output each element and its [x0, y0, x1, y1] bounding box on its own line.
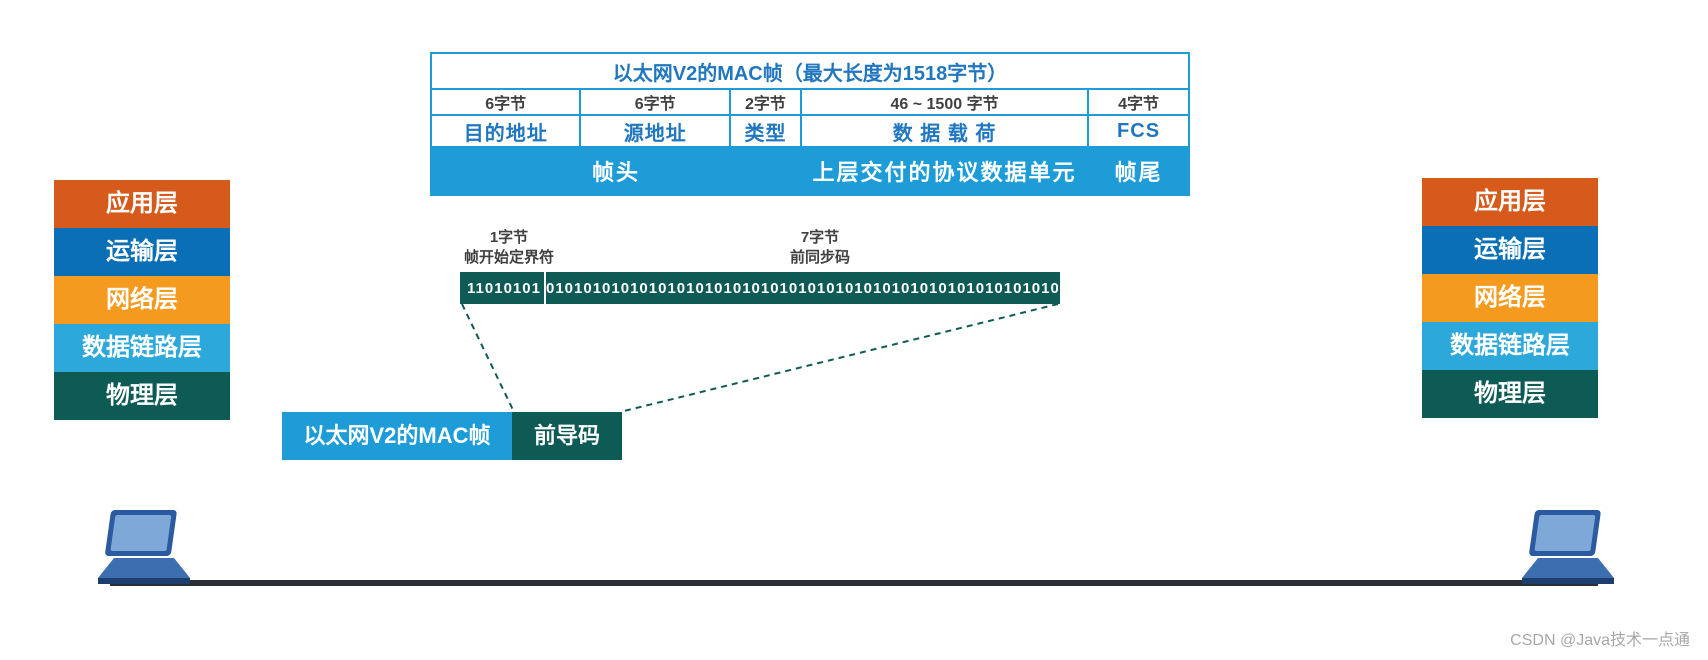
layer-trans: 运输层	[1422, 226, 1598, 274]
col-field: 数 据 载 荷	[801, 115, 1088, 147]
preamble-divider	[544, 272, 546, 304]
layer-app: 应用层	[1422, 178, 1598, 226]
col-size: 4字节	[1088, 89, 1189, 115]
dash-left	[462, 304, 514, 412]
badge-preamble: 前导码	[512, 412, 622, 460]
badge-mac-frame: 以太网V2的MAC帧	[282, 412, 512, 460]
pre-right-bot: 前同步码	[790, 249, 850, 266]
frame-title: 以太网V2的MAC帧（最大长度为1518字节）	[431, 53, 1189, 89]
preamble-sfd-bits: 11010101	[462, 280, 546, 297]
layer-net: 网络层	[54, 276, 230, 324]
group-trailer: 帧尾	[1088, 147, 1189, 195]
mac-frame-table: 以太网V2的MAC帧（最大长度为1518字节） 6字节 6字节 2字节 46 ~…	[430, 52, 1190, 196]
preamble-box: 11010101 0101010101010101010101010101010…	[460, 272, 1060, 304]
col-size: 46 ~ 1500 字节	[801, 89, 1088, 115]
col-size: 6字节	[431, 89, 580, 115]
pre-left-bot: 帧开始定界符	[464, 249, 554, 266]
laptop-left-icon	[90, 504, 200, 594]
layer-app: 应用层	[54, 180, 230, 228]
preamble-sync-bits: 0101010101010101010101010101010101010101…	[546, 280, 1058, 297]
col-field: 源地址	[580, 115, 729, 147]
layer-stack-left: 应用层 运输层 网络层 数据链路层 物理层	[54, 180, 230, 420]
col-size: 2字节	[730, 89, 801, 115]
layer-link: 数据链路层	[1422, 322, 1598, 370]
layer-stack-right: 应用层 运输层 网络层 数据链路层 物理层	[1422, 178, 1598, 418]
pre-right-top: 7字节	[801, 229, 839, 246]
layer-phy: 物理层	[54, 372, 230, 420]
col-field: 类型	[730, 115, 801, 147]
col-field: FCS	[1088, 115, 1189, 147]
layer-link: 数据链路层	[54, 324, 230, 372]
dash-right	[620, 304, 1058, 412]
group-payload: 上层交付的协议数据单元	[801, 147, 1088, 195]
group-header: 帧头	[431, 147, 801, 195]
col-field: 目的地址	[431, 115, 580, 147]
laptop-right-icon	[1514, 504, 1624, 594]
pre-left-top: 1字节	[490, 229, 528, 246]
layer-phy: 物理层	[1422, 370, 1598, 418]
network-wire	[110, 580, 1598, 586]
layer-net: 网络层	[1422, 274, 1598, 322]
layer-trans: 运输层	[54, 228, 230, 276]
preamble-right-label: 7字节 前同步码	[720, 228, 920, 268]
watermark: CSDN @Java技术一点通	[1510, 626, 1690, 650]
col-size: 6字节	[580, 89, 729, 115]
preamble-left-label: 1字节 帧开始定界符	[454, 228, 564, 268]
